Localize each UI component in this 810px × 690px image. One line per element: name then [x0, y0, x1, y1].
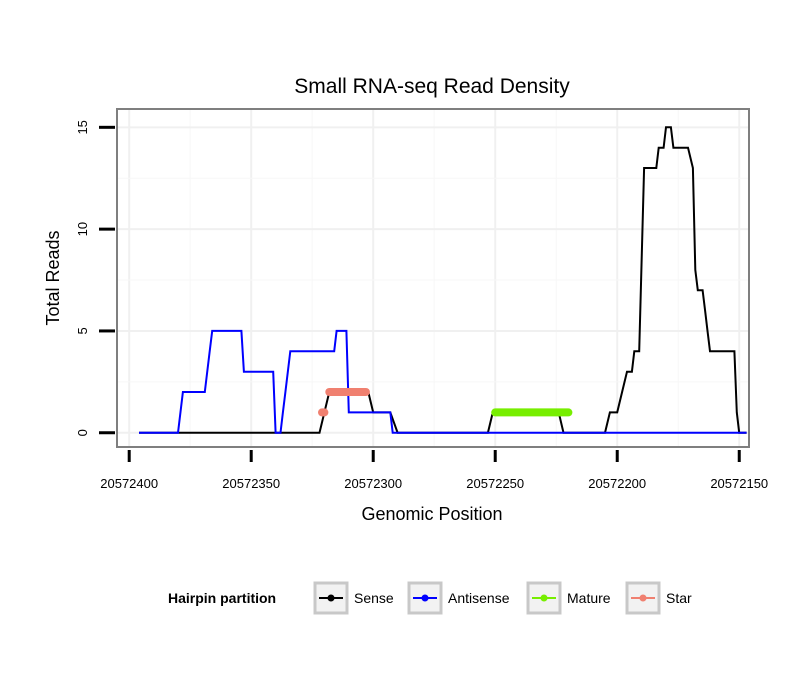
x-tick-label: 20572350	[222, 476, 280, 491]
legend-item-sense: Sense	[313, 581, 394, 615]
legend: Hairpin partition Sense Antisense Mature St…	[168, 581, 692, 615]
y-tick-label: 0	[75, 429, 90, 436]
antisense-series-line	[139, 329, 747, 434]
legend-key-point	[327, 594, 335, 602]
x-axis-label: Genomic Position	[361, 504, 502, 524]
legend-item-star: Star	[625, 581, 692, 615]
series-layer	[139, 126, 747, 434]
legend-label-antisense: Antisense	[448, 590, 510, 606]
x-tick-label: 20572200	[588, 476, 646, 491]
y-axis-label: Total Reads	[43, 230, 63, 325]
plot-border	[116, 108, 750, 448]
x-axis: 20572400 20572350 20572300 20572250 20572200…	[100, 450, 768, 491]
x-tick-label: 20572300	[344, 476, 402, 491]
legend-key-point	[540, 594, 548, 602]
legend-title: Hairpin partition	[168, 590, 276, 606]
grid-lines	[117, 109, 749, 447]
legend-item-mature: Mature	[526, 581, 611, 615]
chart-title: Small RNA-seq Read Density	[294, 75, 570, 98]
legend-label-mature: Mature	[567, 590, 611, 606]
x-tick-label: 20572250	[466, 476, 524, 491]
y-tick-label: 5	[75, 327, 90, 334]
y-tick-label: 10	[75, 222, 90, 236]
legend-key-point	[421, 594, 429, 602]
y-axis: 0 5 10 15	[75, 120, 115, 436]
y-tick-label: 15	[75, 120, 90, 134]
legend-item-antisense: Antisense	[407, 581, 510, 615]
legend-label-star: Star	[666, 590, 692, 606]
x-tick-label: 20572400	[100, 476, 158, 491]
x-tick-label: 20572150	[710, 476, 768, 491]
legend-label-sense: Sense	[354, 590, 394, 606]
sense-series-line	[139, 126, 747, 434]
legend-key-point	[639, 594, 647, 602]
